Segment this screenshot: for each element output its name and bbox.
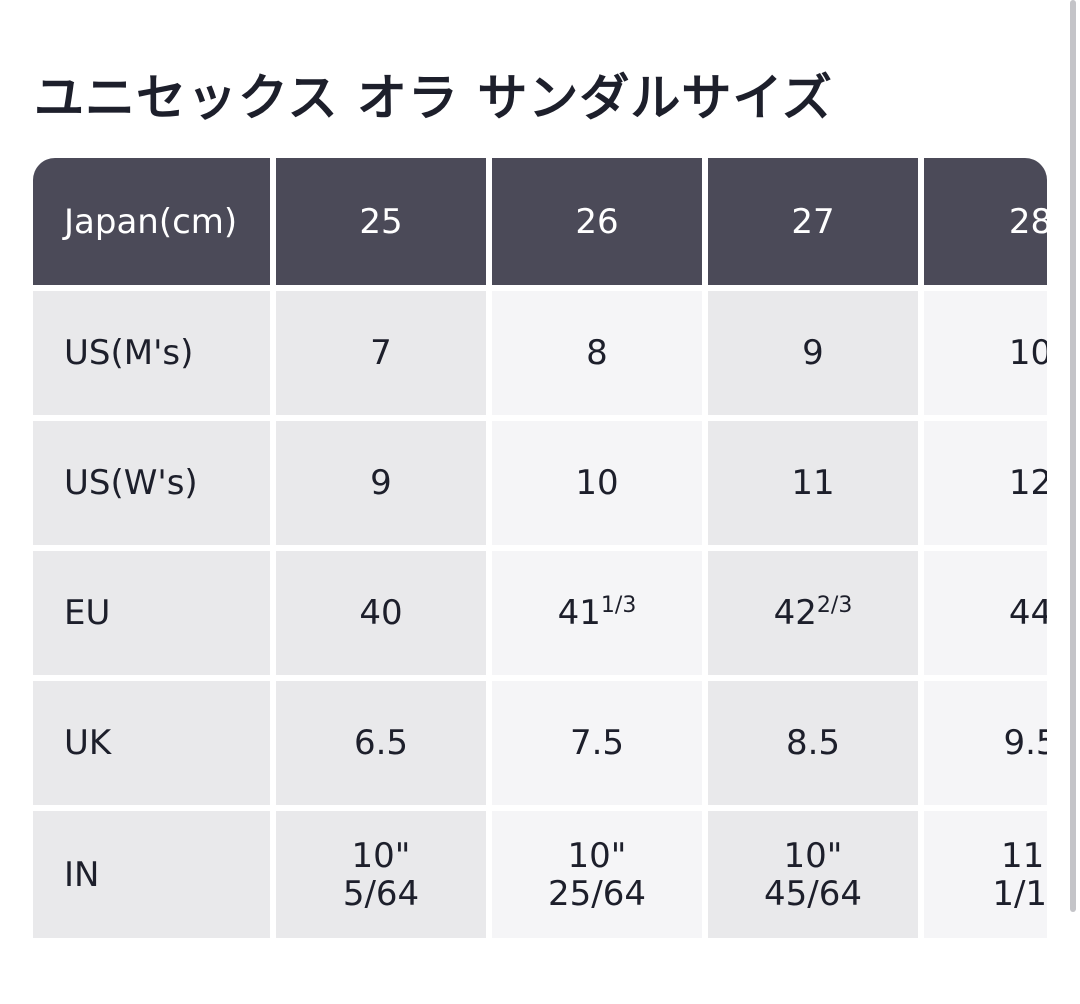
cell-sub-value: 1/16	[992, 874, 1047, 914]
size-table: Japan(cm) 25 26 27 28 US(M's) 7 8 9 10 U…	[33, 158, 1047, 938]
table-cell: 7.5	[486, 675, 705, 808]
header-cell: 26	[486, 158, 705, 288]
table-cell: 7	[270, 285, 489, 418]
cell-value: 11"	[1001, 836, 1047, 876]
cell-value: 40	[359, 593, 403, 633]
cell-value: 10"	[351, 836, 411, 876]
cell-value: 41	[557, 593, 601, 633]
row-label: US(W's)	[33, 415, 273, 548]
cell-sub-value: 45/64	[764, 874, 862, 914]
size-table-viewport[interactable]: Japan(cm) 25 26 27 28 US(M's) 7 8 9 10 U…	[33, 158, 1047, 938]
header-label-japan: Japan(cm)	[33, 158, 273, 288]
table-cell: 10	[918, 285, 1047, 418]
table-cell: 10" 25/64	[486, 805, 705, 938]
cell-value: 10"	[783, 836, 843, 876]
table-row-us-womens: US(W's) 9 10 11 12	[33, 415, 1047, 548]
cell-fraction: 2/3	[816, 593, 853, 618]
table-row-us-mens: US(M's) 7 8 9 10	[33, 285, 1047, 418]
table-cell: 11" 1/16	[918, 805, 1047, 938]
table-cell: 422/3	[702, 545, 921, 678]
table-cell: 9.5	[918, 675, 1047, 808]
header-cell: 25	[270, 158, 489, 288]
cell-value: 44	[1008, 593, 1047, 633]
cell-sub-value: 25/64	[548, 874, 646, 914]
header-cell: 27	[702, 158, 921, 288]
table-cell: 8	[486, 285, 705, 418]
table-cell: 9	[702, 285, 921, 418]
table-header-row: Japan(cm) 25 26 27 28	[33, 158, 1047, 288]
cell-sub-value: 5/64	[342, 874, 420, 914]
table-cell: 411/3	[486, 545, 705, 678]
table-row-in: IN 10" 5/64 10" 25/64 10" 45/64 11" 1/16	[33, 805, 1047, 938]
table-cell: 40	[270, 545, 489, 678]
table-cell: 11	[702, 415, 921, 548]
cell-value: 42	[773, 593, 817, 633]
cell-value: 10"	[567, 836, 627, 876]
table-row-eu: EU 40 411/3 422/3 44	[33, 545, 1047, 678]
table-cell: 12	[918, 415, 1047, 548]
table-cell: 10" 5/64	[270, 805, 489, 938]
table-cell: 44	[918, 545, 1047, 678]
table-cell: 10" 45/64	[702, 805, 921, 938]
table-cell: 9	[270, 415, 489, 548]
table-cell: 6.5	[270, 675, 489, 808]
scrollbar-thumb[interactable]	[1070, 0, 1076, 912]
page-title: ユニセックス オラ サンダルサイズ	[34, 69, 833, 127]
row-label: UK	[33, 675, 273, 808]
page-scrollbar[interactable]	[1066, 0, 1080, 1004]
table-row-uk: UK 6.5 7.5 8.5 9.5	[33, 675, 1047, 808]
row-label: IN	[33, 805, 273, 938]
table-cell: 8.5	[702, 675, 921, 808]
header-cell: 28	[918, 158, 1047, 288]
row-label: US(M's)	[33, 285, 273, 418]
table-cell: 10	[486, 415, 705, 548]
cell-fraction: 1/3	[600, 593, 637, 618]
row-label: EU	[33, 545, 273, 678]
